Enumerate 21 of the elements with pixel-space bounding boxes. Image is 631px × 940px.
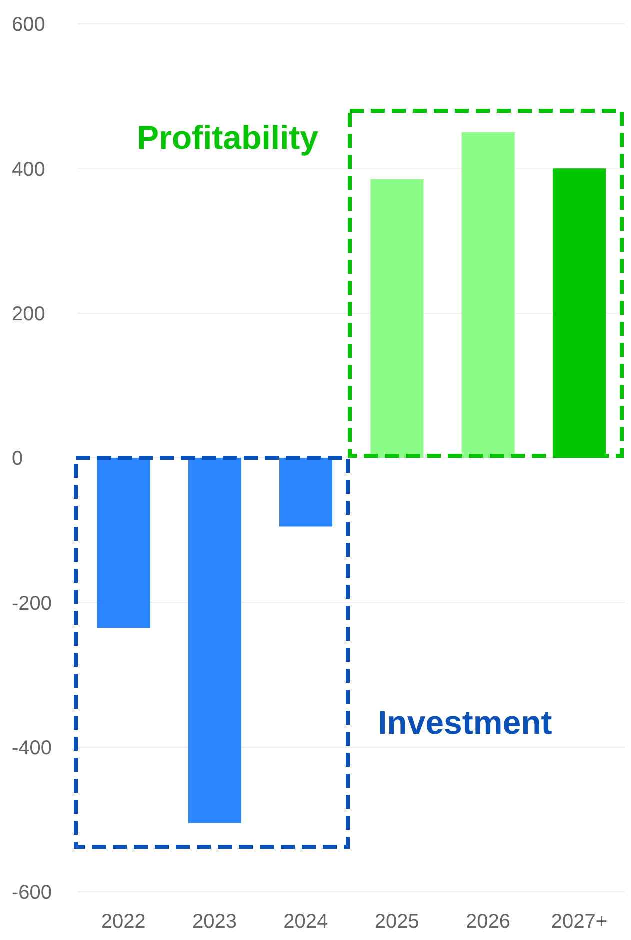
x-tick-label: 2025: [374, 911, 420, 934]
y-tick-label: 200: [12, 303, 46, 326]
y-tick-label: -200: [12, 592, 52, 615]
bar: [462, 132, 515, 458]
x-tick-label: 2024: [284, 911, 328, 934]
x-tick-label: 2027+: [551, 911, 608, 934]
y-tick-label: -600: [12, 882, 52, 904]
annotation: Profitability: [137, 118, 319, 158]
y-tick-label: 600: [12, 14, 46, 36]
bar: [188, 458, 242, 824]
y-tick-label: 0: [12, 448, 24, 470]
bar: [552, 168, 606, 458]
x-tick-label: 2023: [192, 911, 237, 934]
bar: [370, 180, 424, 458]
bar: [279, 458, 332, 527]
bar: [97, 458, 150, 628]
y-tick-label: -400: [12, 737, 52, 760]
annotation: Investment: [378, 703, 552, 743]
y-tick-label: 400: [12, 158, 46, 181]
x-tick-label: 2026: [466, 911, 510, 934]
x-tick-label: 2022: [101, 911, 146, 934]
